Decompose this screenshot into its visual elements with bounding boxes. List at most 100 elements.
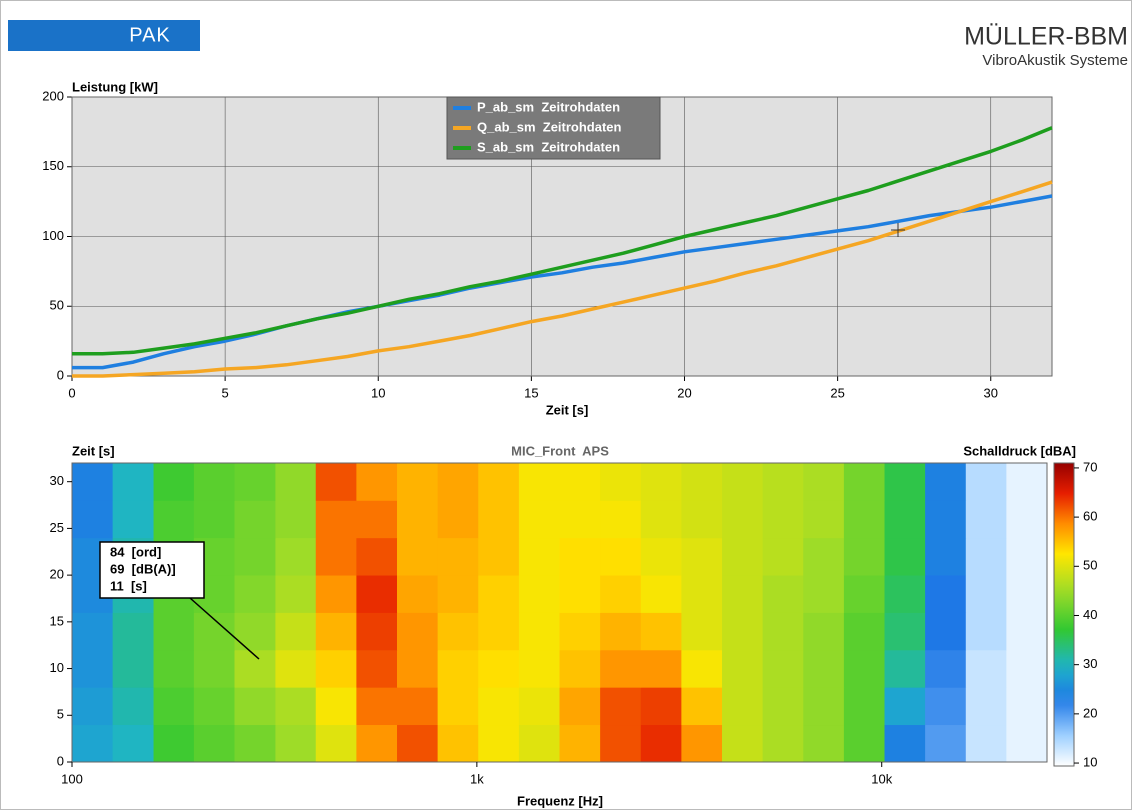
heatmap-cell bbox=[397, 649, 439, 688]
colorbar bbox=[1053, 462, 1075, 767]
heatmap-cell bbox=[640, 687, 682, 726]
heatmap-cell bbox=[518, 724, 560, 763]
heatmap-cell bbox=[234, 500, 276, 539]
y-tick-label: 10 bbox=[50, 660, 64, 675]
heatmap-cell bbox=[803, 612, 845, 651]
heatmap-cell bbox=[356, 463, 398, 501]
x-tick-label: 25 bbox=[830, 385, 844, 400]
heatmap-cell bbox=[843, 649, 885, 688]
y-tick-label: 0 bbox=[57, 753, 64, 768]
heatmap-cell bbox=[884, 612, 926, 651]
heatmap-cell bbox=[478, 724, 520, 763]
heatmap-cell bbox=[965, 687, 1007, 726]
colorbar-tick-label: 40 bbox=[1083, 607, 1097, 622]
heatmap-cell bbox=[803, 500, 845, 539]
heatmap-cell bbox=[925, 649, 967, 688]
y-axis-label: Zeit [s] bbox=[72, 443, 115, 458]
heatmap-cell bbox=[397, 575, 439, 613]
heatmap-cell bbox=[518, 649, 560, 688]
heatmap-cell bbox=[1006, 463, 1048, 501]
heatmap-cell bbox=[843, 463, 885, 501]
heatmap-cell bbox=[275, 687, 317, 726]
heatmap-cell bbox=[640, 724, 682, 763]
plot-border bbox=[71, 462, 1048, 763]
heatmap-cell bbox=[1006, 687, 1048, 726]
heatmap-cell bbox=[72, 463, 114, 501]
heatmap-cell bbox=[722, 537, 764, 576]
heatmap-cell bbox=[843, 724, 885, 763]
heatmap-cell bbox=[559, 612, 601, 651]
heatmap-cell bbox=[762, 500, 804, 539]
colorbar-label: Schalldruck [dBA] bbox=[963, 443, 1076, 458]
heatmap-cell bbox=[1006, 724, 1048, 763]
heatmap-cell bbox=[437, 575, 479, 613]
heatmap-cell bbox=[193, 500, 235, 539]
heatmap-cell bbox=[843, 687, 885, 726]
heatmap-cell bbox=[681, 649, 723, 688]
heatmap-cell bbox=[965, 649, 1007, 688]
heatmap-cell bbox=[803, 463, 845, 501]
heatmap-cell bbox=[600, 687, 642, 726]
heatmap-cell bbox=[234, 687, 276, 726]
heatmap-cell bbox=[112, 649, 154, 688]
heatmap-cell bbox=[1006, 537, 1048, 576]
y-tick-label: 0 bbox=[57, 367, 64, 382]
heatmap-cell bbox=[640, 463, 682, 501]
heatmap-cell bbox=[965, 575, 1007, 613]
heatmap-cell bbox=[640, 649, 682, 688]
heatmap-cell bbox=[518, 575, 560, 613]
heatmap-cell bbox=[234, 463, 276, 501]
heatmap-cell bbox=[965, 724, 1007, 763]
x-tick-label: 1k bbox=[470, 771, 484, 786]
heatmap-cell bbox=[356, 612, 398, 651]
heatmap-cell bbox=[72, 649, 114, 688]
heatmap-cell bbox=[72, 687, 114, 726]
heatmap-cell bbox=[478, 687, 520, 726]
heatmap-cell bbox=[153, 724, 195, 763]
heatmap-cell bbox=[153, 649, 195, 688]
y-tick-label: 25 bbox=[50, 520, 64, 535]
heatmap-cell bbox=[843, 612, 885, 651]
heatmap-cell bbox=[315, 687, 357, 726]
chart-title: MIC_Front APS bbox=[511, 443, 609, 458]
heatmap-cell bbox=[600, 500, 642, 539]
legend-label: P_ab_sm Zeitrohdaten bbox=[477, 99, 620, 114]
heatmap-cell bbox=[356, 724, 398, 763]
heatmap-cell bbox=[843, 575, 885, 613]
heatmap-cell bbox=[356, 500, 398, 539]
heatmap-cell bbox=[722, 463, 764, 501]
heatmap-cell bbox=[397, 537, 439, 576]
heatmap-cell bbox=[925, 724, 967, 763]
colorbar-tick-label: 60 bbox=[1083, 509, 1097, 524]
heatmap-cell bbox=[478, 537, 520, 576]
colorbar-tick-label: 10 bbox=[1083, 754, 1097, 769]
heatmap-cell bbox=[722, 575, 764, 613]
heatmap-cell bbox=[356, 649, 398, 688]
y-tick-label: 15 bbox=[50, 613, 64, 628]
heatmap-cell bbox=[153, 612, 195, 651]
heatmap-cell bbox=[315, 537, 357, 576]
heatmap-cell bbox=[722, 500, 764, 539]
heatmap-cell bbox=[681, 463, 723, 501]
heatmap-cell bbox=[884, 724, 926, 763]
heatmap-cell bbox=[762, 463, 804, 501]
annotation-text: 11 [s] bbox=[110, 578, 147, 593]
heatmap-cell bbox=[397, 724, 439, 763]
heatmap-cell bbox=[681, 612, 723, 651]
heatmap-cell bbox=[600, 649, 642, 688]
heatmap-cell bbox=[437, 687, 479, 726]
heatmap-cell bbox=[884, 575, 926, 613]
line-series bbox=[72, 126, 1053, 356]
heatmap-cell bbox=[193, 724, 235, 763]
colorbar-tick-label: 70 bbox=[1083, 459, 1097, 474]
heatmap-cell bbox=[925, 537, 967, 576]
logo-text: PAK bbox=[129, 24, 171, 46]
heatmap-cell bbox=[315, 724, 357, 763]
heatmap-cell bbox=[681, 724, 723, 763]
heatmap-cell bbox=[884, 649, 926, 688]
heatmap-cell bbox=[722, 612, 764, 651]
heatmap-cell bbox=[518, 612, 560, 651]
heatmap-cell bbox=[762, 537, 804, 576]
heatmap-cell bbox=[437, 649, 479, 688]
